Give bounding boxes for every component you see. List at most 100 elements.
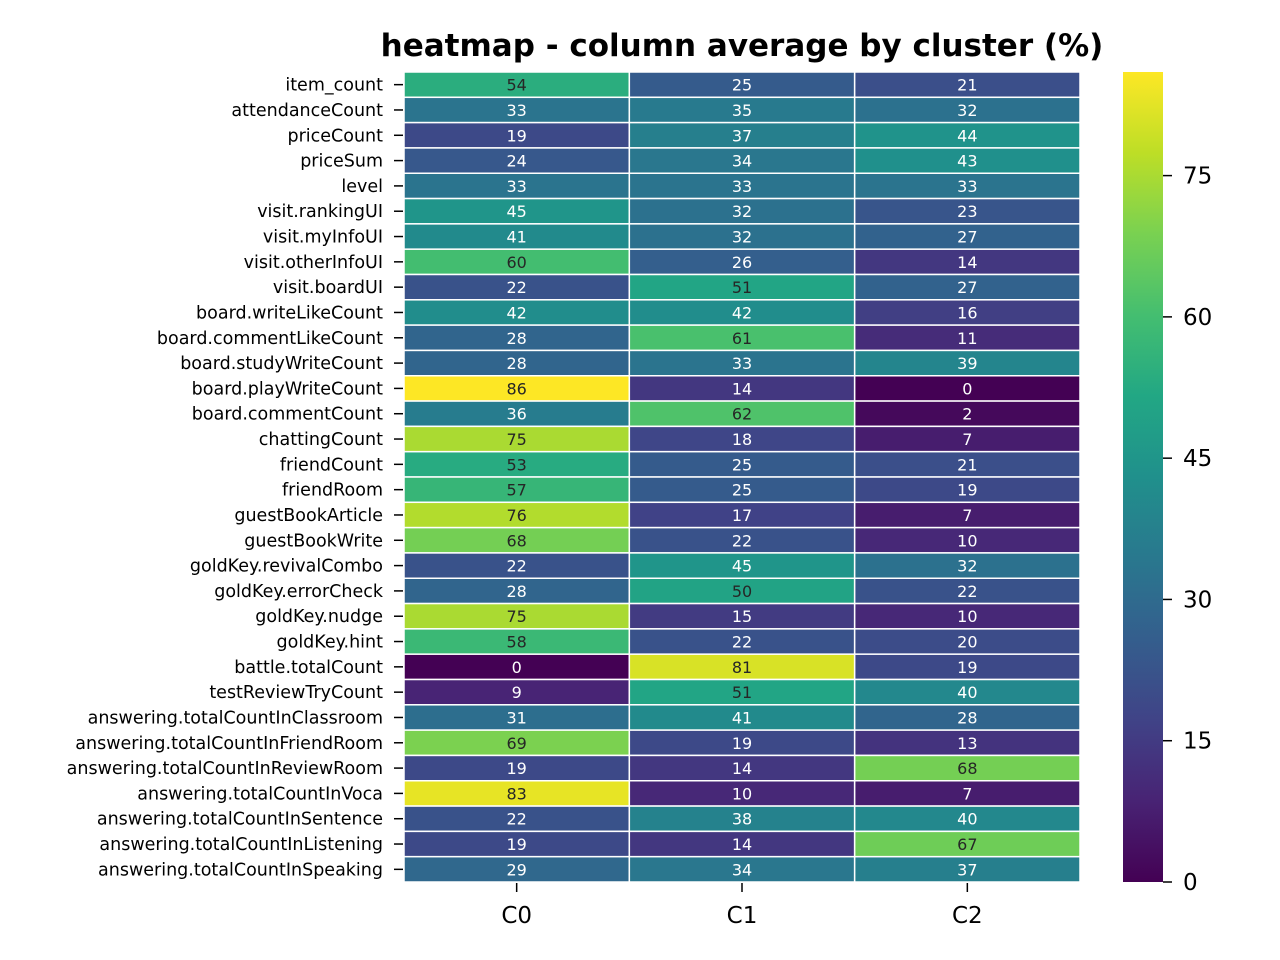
heatmap-cell bbox=[403, 324, 631, 352]
heatmap-cell bbox=[853, 780, 1081, 807]
row-label: board.studyWriteCount bbox=[180, 354, 383, 374]
row-label: answering.totalCountInReviewRoom bbox=[67, 759, 383, 779]
cell-value-label: 50 bbox=[732, 582, 752, 601]
cell-value-label: 27 bbox=[957, 278, 977, 297]
heatmap-cell bbox=[403, 197, 631, 225]
cell-value-label: 18 bbox=[732, 430, 752, 449]
heatmap-cell bbox=[628, 704, 856, 731]
heatmap-cell bbox=[853, 704, 1081, 731]
cell-value-label: 51 bbox=[732, 683, 752, 702]
row-label: answering.totalCountInSentence bbox=[97, 810, 383, 830]
heatmap-cell bbox=[853, 248, 1081, 276]
cell-value-label: 2 bbox=[962, 405, 972, 424]
heatmap-cell bbox=[853, 678, 1081, 706]
cell-value-label: 61 bbox=[732, 329, 752, 348]
row-label: goldKey.hint bbox=[277, 633, 384, 653]
heatmap-cell bbox=[853, 400, 1081, 428]
cell-value-label: 7 bbox=[962, 784, 972, 803]
row-label: attendanceCount bbox=[231, 101, 383, 121]
heatmap-cell bbox=[403, 71, 631, 99]
colorbar-tick-label: 30 bbox=[1183, 587, 1212, 613]
row-label: board.writeLikeCount bbox=[196, 303, 383, 323]
cell-value-label: 14 bbox=[732, 759, 752, 778]
colorbar-tick-label: 45 bbox=[1183, 446, 1212, 472]
cell-value-label: 15 bbox=[732, 607, 752, 626]
cell-value-label: 19 bbox=[506, 835, 526, 854]
row-label: priceCount bbox=[287, 126, 383, 146]
cell-value-label: 53 bbox=[506, 455, 526, 474]
cell-value-label: 9 bbox=[512, 683, 522, 702]
heatmap-cell bbox=[403, 780, 631, 807]
heatmap-cell bbox=[628, 223, 856, 250]
row-label: answering.totalCountInClassroom bbox=[88, 708, 383, 728]
row-label: answering.totalCountInFriendRoom bbox=[75, 734, 383, 754]
colorbar-gradient bbox=[1123, 72, 1163, 882]
row-label: guestBookWrite bbox=[244, 531, 383, 551]
heatmap-cell bbox=[853, 299, 1081, 326]
row-label: visit.boardUI bbox=[273, 278, 383, 298]
cell-value-label: 7 bbox=[962, 506, 972, 525]
row-label: goldKey.errorCheck bbox=[214, 582, 384, 602]
cell-value-label: 29 bbox=[506, 860, 526, 879]
heatmap-cell bbox=[628, 476, 856, 504]
colorbar-tick-label: 0 bbox=[1183, 870, 1198, 896]
colorbar-tick-label: 15 bbox=[1183, 729, 1212, 755]
heatmap-cell bbox=[853, 273, 1081, 301]
cell-value-label: 54 bbox=[506, 76, 526, 95]
cell-value-label: 22 bbox=[957, 582, 977, 601]
cell-value-label: 31 bbox=[506, 708, 526, 727]
row-label: visit.myInfoUI bbox=[263, 228, 383, 248]
chart-title: heatmap - column average by cluster (%) bbox=[381, 28, 1104, 64]
heatmap-cell bbox=[403, 855, 631, 883]
heatmap-cell bbox=[403, 602, 631, 630]
heatmap-cell bbox=[628, 121, 856, 149]
row-label: goldKey.nudge bbox=[255, 607, 383, 627]
colorbar-tick-label: 75 bbox=[1183, 164, 1212, 190]
heatmap-cell bbox=[628, 501, 856, 529]
cell-value-label: 42 bbox=[506, 303, 526, 322]
heatmap-cell bbox=[403, 577, 631, 605]
colorbar-tick-label: 60 bbox=[1183, 305, 1212, 331]
row-label: answering.totalCountInListening bbox=[99, 835, 383, 855]
cell-value-label: 28 bbox=[506, 582, 526, 601]
cell-value-label: 32 bbox=[732, 202, 752, 221]
heatmap-cell bbox=[853, 805, 1081, 833]
cell-value-label: 7 bbox=[962, 430, 972, 449]
heatmap-cell bbox=[628, 628, 856, 655]
heatmap-cell bbox=[628, 248, 856, 276]
cell-value-label: 10 bbox=[957, 607, 977, 626]
heatmap-cell bbox=[853, 96, 1081, 124]
cell-value-label: 35 bbox=[732, 101, 752, 120]
row-labels: item_count attendanceCount priceCount price… bbox=[67, 76, 403, 880]
heatmap-cell bbox=[628, 805, 856, 833]
row-label: item_count bbox=[285, 76, 383, 96]
cell-value-label: 45 bbox=[506, 202, 526, 221]
row-label: visit.rankingUI bbox=[257, 202, 383, 222]
heatmap-cell bbox=[853, 450, 1081, 478]
heatmap-cell bbox=[853, 501, 1081, 529]
heatmap-cell bbox=[628, 552, 856, 579]
cell-value-label: 17 bbox=[732, 506, 752, 525]
cell-value-label: 39 bbox=[957, 354, 977, 373]
row-label: friendRoom bbox=[282, 481, 383, 501]
cell-value-label: 41 bbox=[732, 708, 752, 727]
row-label: goldKey.revivalCombo bbox=[190, 557, 383, 577]
row-label: priceSum bbox=[300, 152, 383, 172]
row-label: chattingCount bbox=[259, 430, 383, 450]
cell-value-label: 25 bbox=[732, 481, 752, 500]
cell-value-label: 62 bbox=[732, 405, 752, 424]
cell-value-label: 33 bbox=[506, 177, 526, 196]
cell-value-label: 10 bbox=[957, 531, 977, 550]
cell-value-label: 33 bbox=[732, 177, 752, 196]
cell-value-label: 19 bbox=[506, 759, 526, 778]
cell-value-label: 60 bbox=[506, 253, 526, 272]
cell-value-label: 16 bbox=[957, 303, 977, 322]
heatmap-cell bbox=[403, 628, 631, 655]
heatmap-cell bbox=[403, 375, 631, 402]
cell-value-label: 83 bbox=[506, 784, 526, 803]
cell-value-label: 68 bbox=[506, 531, 526, 550]
cell-value-label: 41 bbox=[506, 228, 526, 247]
cell-value-label: 28 bbox=[957, 708, 977, 727]
